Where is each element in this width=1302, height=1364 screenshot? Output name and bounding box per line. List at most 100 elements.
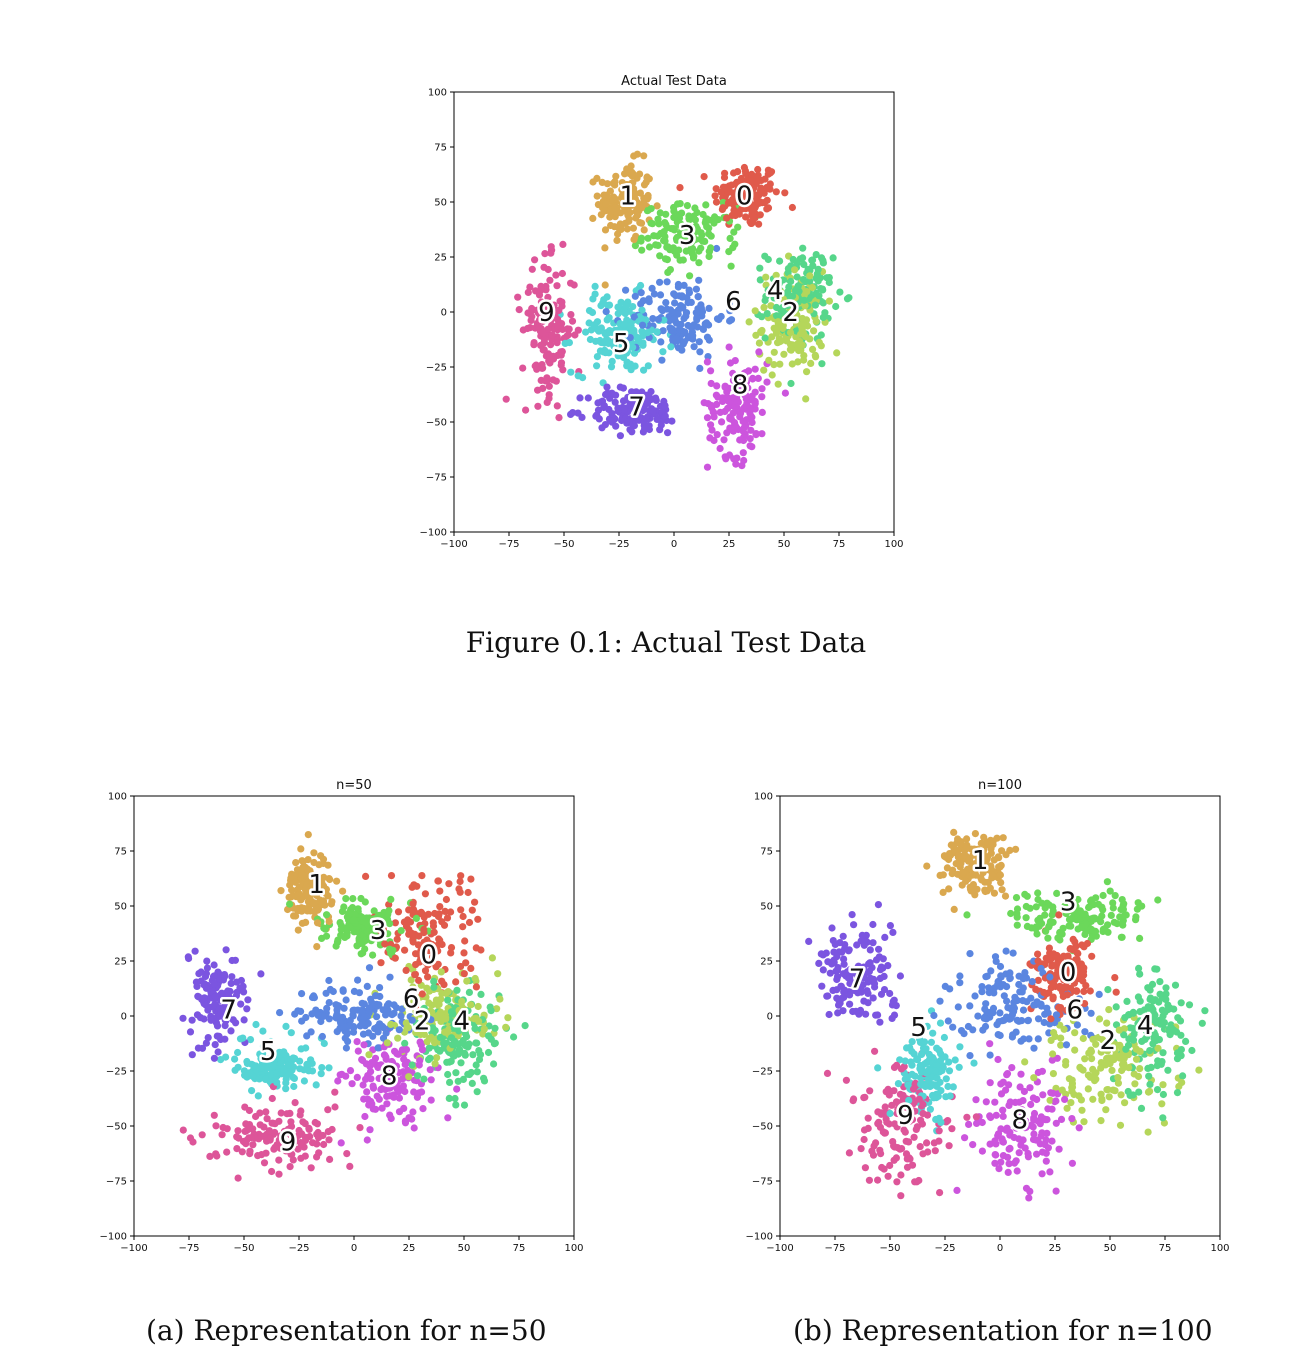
point-class-9 [246,1150,254,1158]
point-class-9 [242,1120,250,1128]
point-class-4 [1156,978,1164,986]
point-class-8 [378,1104,386,1112]
point-class-0 [721,169,729,177]
point-class-4 [444,1070,452,1079]
point-class-8 [730,394,738,402]
point-class-6 [1021,969,1029,977]
point-class-0 [401,946,409,954]
point-class-6 [966,1052,974,1060]
point-class-9 [249,1141,257,1149]
point-class-7 [620,406,628,414]
point-class-0 [1053,969,1061,977]
point-class-9 [238,1148,246,1156]
point-class-3 [1091,927,1100,935]
point-class-6 [674,280,682,289]
point-class-4 [800,260,808,269]
point-class-9 [918,1120,926,1128]
point-class-5 [905,1096,913,1104]
point-class-1 [638,204,646,212]
point-class-1 [995,854,1003,862]
point-class-0 [755,220,763,228]
point-class-5 [246,1036,255,1044]
point-class-1 [989,837,997,845]
point-class-6 [1019,984,1027,992]
point-class-2 [480,1025,488,1033]
point-class-3 [679,256,687,264]
point-class-7 [872,1011,880,1019]
point-class-0 [428,953,437,961]
point-class-6 [1034,1015,1043,1023]
point-class-9 [331,1088,339,1096]
point-class-0 [717,188,725,196]
point-class-2 [425,999,433,1007]
point-class-5 [287,1029,295,1037]
point-class-8 [991,1098,999,1106]
point-class-2 [773,329,781,337]
point-class-1 [653,202,661,210]
point-class-3 [656,252,664,260]
point-class-2 [1065,1075,1073,1083]
point-class-6 [999,981,1007,989]
point-class-4 [789,292,797,300]
point-class-2 [441,1028,449,1036]
point-class-6 [679,304,687,312]
point-class-1 [333,877,341,885]
point-class-7 [220,971,229,979]
point-class-1 [627,162,635,170]
point-class-4 [472,1039,480,1047]
point-class-9 [234,1174,242,1182]
point-class-8 [1003,1124,1011,1132]
point-class-1 [962,877,970,885]
point-class-8 [1012,1157,1020,1165]
point-class-0 [442,895,450,904]
point-class-4 [471,1025,479,1033]
point-class-4 [1162,984,1170,992]
point-class-4 [1130,1030,1138,1038]
point-class-2 [757,328,765,337]
point-class-8 [1052,1097,1060,1105]
point-class-7 [840,988,848,996]
point-class-8 [1038,1170,1046,1178]
point-class-1 [606,208,614,216]
point-class-4 [794,282,802,290]
point-class-7 [890,1011,899,1019]
point-class-4 [790,306,798,314]
point-class-9 [564,331,572,339]
point-class-2 [438,1016,446,1024]
point-class-1 [625,217,633,225]
point-class-2 [1102,1106,1110,1114]
point-class-7 [886,989,894,998]
point-class-2 [1062,1061,1070,1069]
point-class-9 [553,402,561,410]
point-class-5 [904,1081,912,1089]
x-tick-label: −75 [824,1243,845,1254]
point-class-9 [284,1125,292,1133]
point-class-6 [386,973,394,981]
point-class-6 [373,1013,381,1021]
point-class-0 [742,191,750,199]
point-class-1 [629,179,637,187]
point-class-7 [594,399,602,407]
point-class-7 [652,394,660,402]
point-class-2 [812,353,820,361]
point-class-8 [992,1111,1000,1119]
point-class-5 [922,1045,930,1053]
point-class-8 [1055,1145,1063,1153]
point-class-4 [457,1059,465,1067]
point-class-9 [263,1115,271,1123]
point-class-0 [417,949,425,957]
point-class-7 [611,398,619,406]
point-class-3 [644,234,652,242]
point-class-0 [411,1003,420,1011]
x-tick-label: 50 [778,539,791,550]
point-class-8 [755,348,763,356]
point-class-7 [186,1028,195,1036]
point-class-6 [358,1019,366,1027]
point-class-2 [383,1039,391,1047]
point-class-4 [429,1024,437,1032]
point-class-3 [673,233,681,242]
point-class-2 [833,349,841,357]
point-class-0 [748,177,756,185]
point-class-6 [622,286,630,294]
point-class-3 [1012,894,1021,902]
